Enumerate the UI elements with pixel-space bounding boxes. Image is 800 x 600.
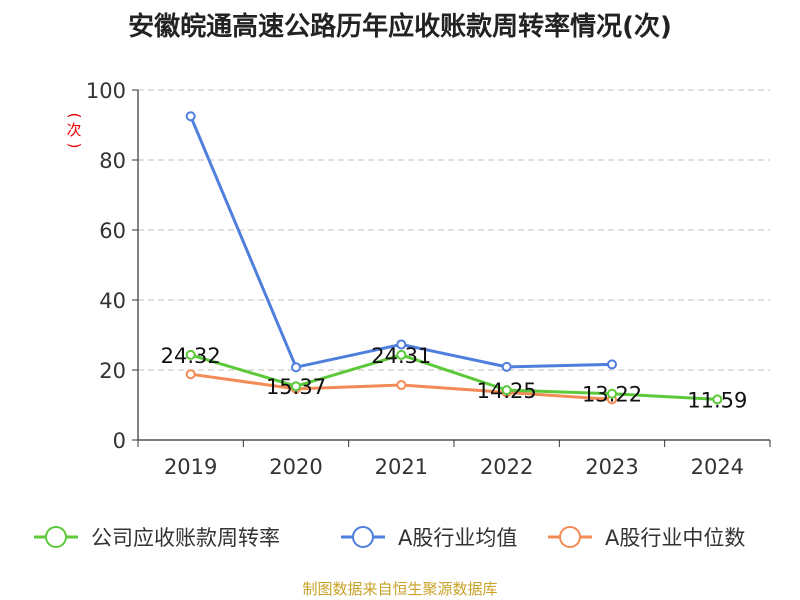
chart-title: 安徽皖通高速公路历年应收账款周转率情况(次)	[128, 12, 672, 42]
legend-swatch-marker	[559, 526, 581, 548]
data-labels: 24.32 15.37 24.31 14.25 13.22 11.59	[161, 344, 748, 413]
series-line-0	[190, 353, 718, 401]
data-point	[185, 111, 196, 122]
data-point	[291, 362, 301, 373]
data-point	[501, 361, 512, 372]
data-label: 11.59	[687, 388, 747, 412]
data-point	[712, 394, 723, 405]
data-label: 24.31	[371, 344, 431, 368]
series-line-1	[189, 115, 613, 369]
legend-swatch-marker	[45, 526, 67, 548]
data-point	[185, 349, 196, 360]
y-tick-label: 100	[86, 79, 126, 103]
data-label: 15.37	[266, 375, 326, 399]
legend-swatch-marker	[352, 526, 374, 548]
data-point	[396, 339, 407, 350]
x-tick-label: 2024	[691, 455, 744, 479]
gridlines	[138, 89, 770, 371]
legend-label: 公司应收账款周转率	[91, 526, 280, 550]
series-points	[185, 111, 723, 405]
axes: 0 20 40 60 80 100 2019 2020 2021 2022 2023 2024	[86, 79, 771, 479]
x-tick-label: 2021	[375, 455, 428, 479]
data-label: 14.25	[477, 379, 537, 403]
y-tick-label: 60	[99, 219, 126, 243]
y-tick-label: 20	[99, 359, 126, 383]
data-point	[396, 349, 407, 360]
x-tick-label: 2020	[269, 455, 322, 479]
data-label: 13.22	[582, 383, 642, 407]
data-point	[607, 388, 617, 399]
data-point	[607, 359, 617, 370]
y-tick-label: 40	[99, 289, 126, 313]
source-note: 制图数据来自恒生聚源数据库	[302, 580, 498, 598]
legend: 公司应收账款周转率 A股行业均值 A股行业中位数	[34, 526, 745, 550]
data-point	[501, 385, 512, 396]
x-tick-label: 2019	[164, 455, 217, 479]
y-tick-label: 0	[113, 429, 126, 453]
data-point	[396, 380, 407, 391]
data-point	[185, 369, 196, 380]
legend-label: A股行业均值	[398, 526, 517, 550]
x-tick-label: 2022	[480, 455, 533, 479]
series-lines	[189, 115, 718, 401]
y-tick-label: 80	[99, 149, 126, 173]
data-label: 24.32	[161, 344, 221, 368]
legend-label: A股行业中位数	[605, 526, 745, 550]
y-axis-label: (次)	[65, 112, 84, 149]
data-point	[291, 381, 301, 392]
x-tick-label: 2023	[585, 455, 638, 479]
